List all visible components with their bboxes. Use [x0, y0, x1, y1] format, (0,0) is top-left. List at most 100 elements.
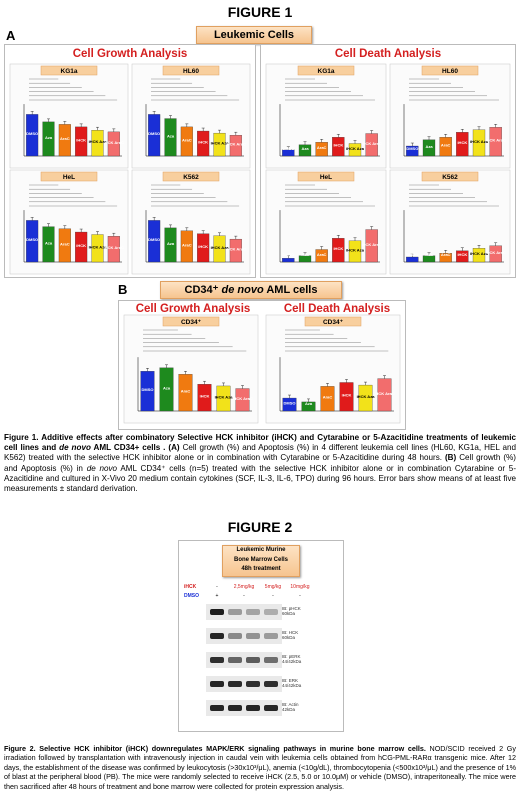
- leukemic-cells-banner: Leukemic Cells: [196, 26, 312, 44]
- blot-band: [210, 657, 224, 663]
- blot-label: IB: Actin 42kDa: [282, 702, 299, 712]
- caption1-bold-em: de novo: [59, 443, 91, 453]
- bar-label: Aza: [425, 252, 433, 257]
- bar-label: DMSO: [26, 131, 38, 136]
- bar-label: iHCK: [198, 244, 208, 249]
- bar-label: DMSO: [406, 252, 418, 257]
- blot-band: [246, 633, 260, 639]
- murine-banner: Leukemic Murine Bone Marrow Cells 48h tr…: [222, 545, 300, 577]
- dmso-row: DMSO + - - -: [184, 591, 334, 600]
- caption1-bold3: (B): [444, 453, 457, 463]
- bar-label: iHCK AraC: [362, 141, 382, 146]
- bar-label: iHCK AraC: [104, 245, 124, 250]
- bar-label: Aza: [167, 133, 175, 138]
- chart-title: CD34⁺: [323, 319, 344, 326]
- bar-label: iHCK Aza: [470, 139, 489, 144]
- cd34-banner-post: AML cells: [263, 284, 318, 296]
- chart-title-tab: [40, 65, 98, 76]
- bar-label: Aza: [167, 241, 175, 246]
- blot-name: IB: Actin: [282, 702, 299, 707]
- blot-band: [228, 633, 242, 639]
- bar-label: iHCK Aza: [357, 394, 376, 399]
- cd34-banner: CD34⁺ de novo AML cells: [160, 281, 342, 299]
- bar-label: iHCK Aza: [346, 247, 365, 252]
- bar-label: iHCK AraC: [362, 242, 382, 247]
- figure1-caption: Figure 1. Additive effects after combina…: [4, 433, 516, 494]
- caption1-text1: Cell growth (%) and Apoptosis (%) in 4 d…: [4, 443, 517, 463]
- bar-label: Aza: [163, 385, 171, 390]
- bar-label: Aza: [45, 135, 53, 140]
- bar-label: iHCK: [76, 243, 86, 248]
- blot-band: [210, 633, 224, 639]
- bar-label: Aza: [301, 252, 309, 257]
- bar-label: AraC: [317, 252, 327, 257]
- chart-title-tab: [162, 171, 220, 182]
- bar-label: iHCK AraC: [226, 142, 246, 147]
- bar-label: iHCK Aza: [211, 245, 230, 250]
- bar-label: iHCK: [200, 394, 210, 399]
- murine-banner-line2: Bone Marrow Cells: [233, 556, 288, 563]
- cd34-banner-em: de novo: [221, 284, 264, 296]
- bar-label: iHCK: [457, 252, 467, 257]
- bar-label: DMSO: [284, 401, 296, 406]
- blot-band: [264, 705, 278, 711]
- bar-label: iHCK Aza: [89, 139, 108, 144]
- chart-title-tab: [162, 316, 220, 327]
- caption1-text2: Cell growth (%) and Apoptosis (%) in: [4, 453, 516, 473]
- figure2-title: FIGURE 2: [227, 519, 293, 535]
- ihck-row-label: iHCK: [184, 583, 197, 590]
- dmso-cell: -: [272, 592, 274, 599]
- chart-title-tab: [40, 171, 98, 182]
- bar-label: Aza: [425, 144, 433, 149]
- chart-title: K562: [183, 174, 199, 181]
- chart-title-tab: [304, 316, 362, 327]
- bar-label: DMSO: [142, 387, 154, 392]
- bar-label: AraC: [181, 389, 191, 394]
- blot-size: 44/42kDa: [282, 683, 302, 688]
- bar-label: Aza: [305, 401, 313, 406]
- caption1-bold2: AML CD34+ cells . (A): [90, 443, 180, 453]
- growth-analysis-title: Cell Growth Analysis: [72, 48, 188, 60]
- bar-label: iHCK: [76, 137, 86, 142]
- dmso-cell: +: [215, 592, 219, 599]
- chart-title: HeL: [320, 174, 332, 181]
- blot-strip: [206, 604, 282, 620]
- chart-title: HL60: [442, 68, 458, 75]
- bar-label: iHCK AraC: [486, 138, 506, 143]
- bar-label: DMSO: [406, 146, 418, 151]
- chart-title-tab: [297, 171, 355, 182]
- bar-label: iHCK Aza: [211, 141, 230, 146]
- ihck-cell: -: [216, 583, 218, 590]
- dmso-cell: -: [299, 592, 301, 599]
- blot-band: [228, 657, 242, 663]
- blot-band: [210, 681, 224, 687]
- blot-label: IB: ERK 44/42kDa: [282, 678, 301, 688]
- blot-name: IB: pHCK: [282, 606, 301, 611]
- blot-band: [264, 681, 278, 687]
- blot-band: [228, 681, 242, 687]
- blot-name: IB: pERK: [282, 654, 301, 659]
- blot-band: [246, 609, 260, 615]
- bar-label: AraC: [60, 241, 70, 246]
- chart-8: CD34⁺ DMSO Aza AraC iHCK iHCK Aza iHCK AraC: [123, 314, 259, 424]
- bar-label: DMSO: [148, 131, 160, 136]
- panel-b-death-title: Cell Death Analysis: [283, 303, 391, 315]
- blot-band: [210, 705, 224, 711]
- bar-dmso: [406, 256, 419, 263]
- ihck-row: iHCK - 2,5mg/kg 5mg/kg 10mg/kg: [184, 582, 334, 591]
- bar-label: AraC: [60, 136, 70, 141]
- bar-label: DMSO: [282, 146, 294, 151]
- blot-band: [246, 705, 260, 711]
- murine-banner-line3: 48h treatment: [241, 566, 281, 572]
- blot-band: [228, 705, 242, 711]
- blot-size: 44/42kDa: [282, 659, 302, 664]
- panel-b-letter: B: [118, 282, 128, 297]
- bar-label: iHCK AraC: [232, 396, 252, 401]
- chart-title: HL60: [183, 68, 199, 75]
- blot-band: [228, 609, 242, 615]
- bar-label: AraC: [441, 252, 451, 257]
- bar-dmso: [282, 258, 295, 263]
